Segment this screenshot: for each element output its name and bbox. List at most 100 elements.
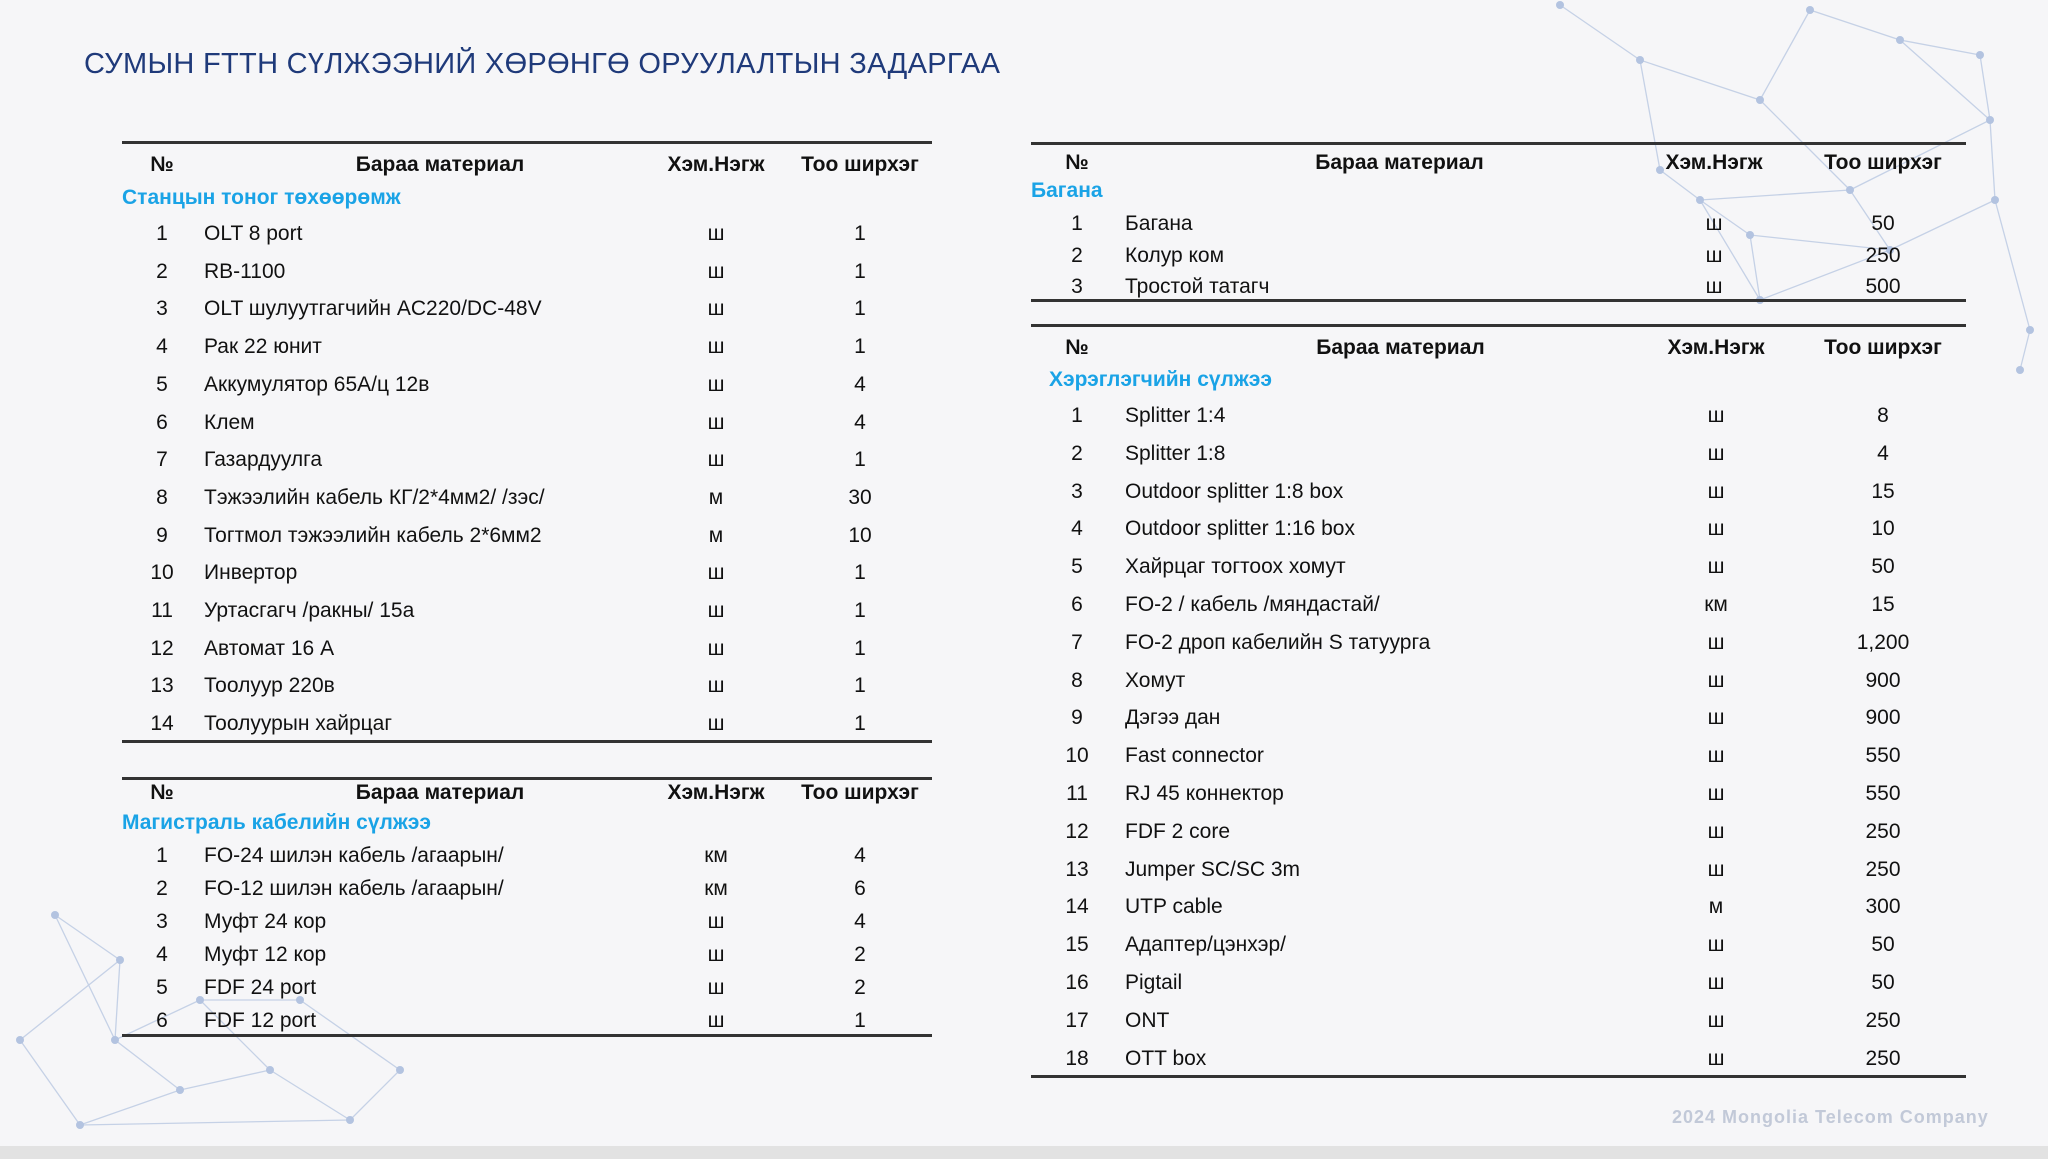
row-unit: м bbox=[708, 485, 724, 509]
row-name: FO-12 шилэн кабель /агаарын/ bbox=[204, 877, 504, 900]
network-line bbox=[19, 1039, 81, 1126]
row-name: OLT шулуутгагчийн AC220/DC-48V bbox=[204, 297, 542, 321]
row-no: 6 bbox=[156, 1009, 168, 1032]
header-qty: Тоо ширхэг bbox=[801, 781, 919, 804]
row-unit: ш bbox=[1707, 971, 1725, 994]
row-no: 3 bbox=[156, 910, 168, 933]
table-bottom-rule bbox=[1031, 298, 1966, 302]
network-node bbox=[16, 1036, 24, 1044]
bottom-strip bbox=[0, 1146, 2048, 1159]
network-node bbox=[2026, 326, 2034, 334]
row-name: FO-24 шилэн кабель /агаарын/ bbox=[204, 844, 504, 867]
row-qty: 300 bbox=[1865, 895, 1901, 919]
materials-table: № Бараа материал Хэм.Нэгж Тоо ширхэг Хэрэ… bbox=[1031, 0, 1966, 1159]
row-name: OLT 8 port bbox=[204, 222, 303, 245]
network-node bbox=[196, 996, 204, 1004]
row-unit: ш bbox=[707, 910, 725, 933]
row-name: Муфт 12 кор bbox=[204, 943, 327, 966]
row-no: 3 bbox=[1071, 275, 1083, 298]
row-no: 4 bbox=[156, 943, 168, 966]
row-name: FDF 2 core bbox=[1125, 819, 1231, 843]
network-line bbox=[1759, 99, 1851, 191]
row-name: Уртасгагч /ракны/ 15а bbox=[204, 599, 415, 622]
row-name: Автомат 16 А bbox=[204, 636, 335, 660]
row-qty: 15 bbox=[1871, 593, 1895, 616]
section-title: Магистраль кабелийн сүлжээ bbox=[122, 811, 431, 834]
row-name: Splitter 1:8 bbox=[1125, 441, 1226, 465]
network-line bbox=[1749, 234, 1761, 301]
row-no: 1 bbox=[1071, 212, 1083, 235]
network-line bbox=[19, 959, 121, 1041]
network-node bbox=[1556, 1, 1564, 9]
row-qty: 8 bbox=[1877, 404, 1889, 427]
network-node bbox=[296, 996, 304, 1004]
row-unit: ш bbox=[1707, 857, 1725, 881]
row-qty: 1 bbox=[854, 561, 866, 585]
network-line bbox=[1759, 9, 1811, 101]
row-unit: ш bbox=[1707, 555, 1725, 579]
materials-table: № Бараа материал Хэм.Нэгж Тоо ширхэг Бага… bbox=[1031, 0, 1966, 1159]
network-line bbox=[1994, 199, 2031, 331]
page-title: СУМЫН FTTH СҮЛЖЭЭНИЙ ХӨРӨНГӨ ОРУУЛАЛТЫН … bbox=[84, 48, 1001, 80]
row-no: 18 bbox=[1065, 1046, 1089, 1070]
row-name: Багана bbox=[1125, 212, 1193, 235]
row-unit: ш bbox=[707, 335, 725, 359]
row-name: Fast connector bbox=[1125, 744, 1264, 768]
network-line bbox=[1759, 249, 1891, 301]
row-qty: 50 bbox=[1871, 555, 1895, 579]
row-no: 7 bbox=[1071, 630, 1083, 654]
row-qty: 4 bbox=[854, 910, 866, 933]
row-qty: 30 bbox=[848, 485, 872, 509]
row-unit: ш bbox=[707, 259, 725, 283]
row-name: Газардуулга bbox=[204, 448, 323, 472]
row-name: Outdoor splitter 1:8 box bbox=[1125, 479, 1344, 503]
network-line bbox=[1989, 119, 1996, 201]
row-no: 8 bbox=[156, 485, 168, 509]
row-unit: ш bbox=[1707, 668, 1725, 692]
row-no: 16 bbox=[1065, 971, 1089, 994]
network-node bbox=[1886, 246, 1894, 254]
network-node bbox=[1756, 96, 1764, 104]
row-name: Клем bbox=[204, 410, 255, 434]
row-no: 12 bbox=[150, 636, 174, 660]
row-no: 5 bbox=[156, 976, 168, 999]
row-no: 10 bbox=[150, 561, 174, 585]
row-no: 5 bbox=[1071, 555, 1083, 579]
table-top-rule bbox=[1031, 142, 1966, 145]
network-line bbox=[1899, 39, 1991, 121]
header-unit: Хэм.Нэгж bbox=[1665, 151, 1763, 174]
network-node bbox=[1896, 36, 1904, 44]
row-qty: 900 bbox=[1865, 706, 1901, 730]
row-qty: 2 bbox=[854, 976, 866, 999]
table-top-rule bbox=[122, 141, 932, 144]
row-name: FO-2 дроп кабелийн S татуурга bbox=[1125, 630, 1431, 654]
network-node bbox=[1696, 196, 1704, 204]
network-line bbox=[1979, 54, 1991, 121]
row-unit: км bbox=[1704, 593, 1728, 616]
network-line bbox=[1899, 39, 1981, 56]
network-line bbox=[1889, 199, 1996, 251]
network-line bbox=[1699, 189, 1851, 201]
row-no: 11 bbox=[1066, 782, 1088, 805]
row-name: RB-1100 bbox=[204, 259, 286, 283]
row-qty: 250 bbox=[1865, 1046, 1901, 1070]
network-node bbox=[346, 1116, 354, 1124]
row-name: Pigtail bbox=[1125, 971, 1183, 994]
network-node bbox=[1746, 231, 1754, 239]
network-node bbox=[1636, 56, 1644, 64]
row-unit: ш bbox=[1705, 212, 1723, 235]
section-title: Станцын тоног төхөөрөмж bbox=[122, 186, 401, 209]
row-name: Хайрцаг тогтоох хомут bbox=[1125, 555, 1346, 579]
row-unit: ш bbox=[707, 976, 725, 999]
row-no: 7 bbox=[156, 448, 168, 472]
row-no: 2 bbox=[156, 877, 168, 900]
row-unit: ш bbox=[707, 372, 725, 396]
row-qty: 250 bbox=[1865, 1008, 1901, 1032]
row-no: 3 bbox=[1071, 479, 1083, 503]
row-unit: ш bbox=[1707, 744, 1725, 768]
table-top-rule bbox=[122, 777, 932, 780]
network-line bbox=[1639, 59, 1761, 101]
row-name: Тростой татагч bbox=[1125, 275, 1270, 298]
header-unit: Хэм.Нэгж bbox=[667, 153, 765, 176]
row-unit: ш bbox=[1707, 630, 1725, 654]
